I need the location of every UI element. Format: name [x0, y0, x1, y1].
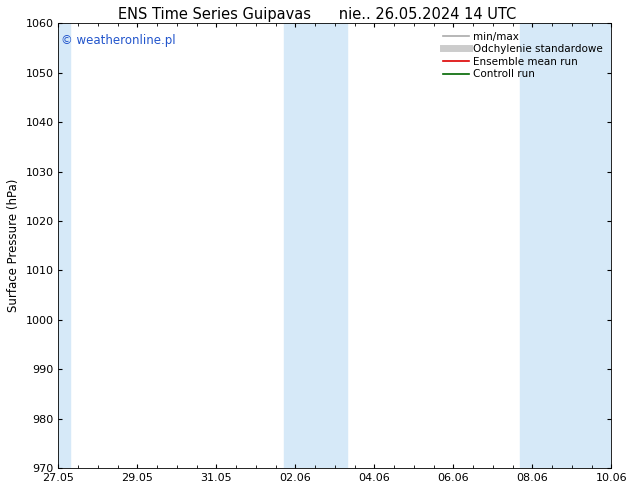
Y-axis label: Surface Pressure (hPa): Surface Pressure (hPa) — [7, 179, 20, 313]
Text: ENS Time Series Guipavas      nie.. 26.05.2024 14 UTC: ENS Time Series Guipavas nie.. 26.05.202… — [118, 7, 516, 23]
Bar — [521, 23, 613, 468]
Bar — [56, 23, 70, 468]
Bar — [283, 23, 347, 468]
Text: © weatheronline.pl: © weatheronline.pl — [61, 34, 176, 48]
Legend: min/max, Odchylenie standardowe, Ensemble mean run, Controll run: min/max, Odchylenie standardowe, Ensembl… — [440, 28, 606, 82]
